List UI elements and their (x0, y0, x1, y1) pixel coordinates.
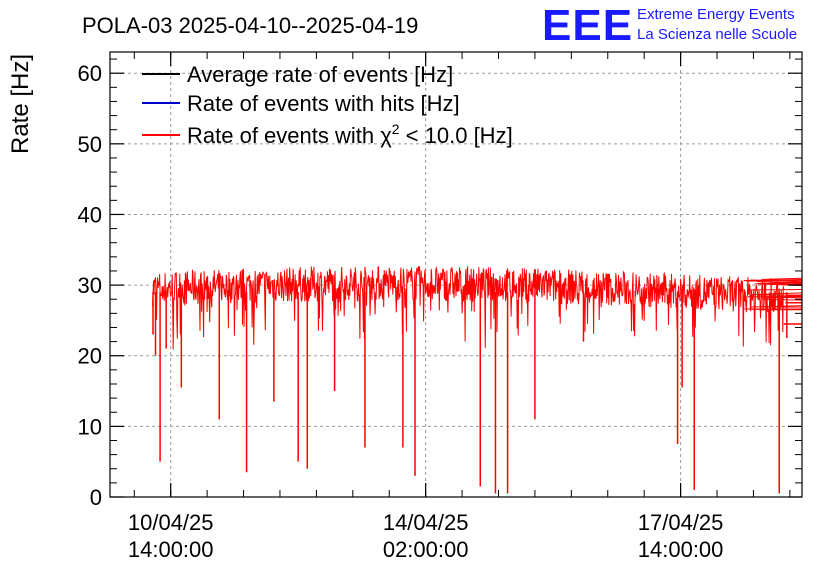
legend-entry: Rate of events with χ2 < 10.0 [Hz] (187, 121, 513, 148)
legend: Average rate of events [Hz] Rate of event… (142, 62, 513, 148)
x-tick-date-label: 10/04/25 (128, 510, 214, 535)
series-tail-line (750, 279, 803, 283)
series-tail-line (763, 277, 803, 280)
series-tail-line (751, 305, 803, 308)
y-axis-label: Rate [Hz] (7, 54, 34, 154)
y-tick-label: 30 (78, 273, 102, 298)
legend-entry: Rate of events with hits [Hz] (187, 91, 460, 116)
y-tick-label: 20 (78, 344, 102, 369)
series-tail-line (747, 296, 803, 299)
x-tick-time-label: 02:00:00 (383, 537, 469, 562)
y-tick-label: 0 (90, 485, 102, 510)
y-tick-label: 60 (78, 61, 102, 86)
axes (109, 51, 803, 498)
series-tail-line (759, 281, 803, 285)
legend-entry: Average rate of events [Hz] (187, 62, 453, 87)
x-tick-time-label: 14:00:00 (128, 537, 214, 562)
x-tick-date-label: 17/04/25 (638, 510, 724, 535)
series-chi2-trace (152, 265, 785, 350)
eee-logo: EEE (542, 1, 633, 50)
brand-line1: Extreme Energy Events (637, 6, 795, 23)
x-tick-time-label: 14:00:00 (638, 537, 724, 562)
series-tail-line (750, 292, 803, 296)
brand-line2: La Scienza nelle Scuole (637, 26, 797, 43)
series-tail-line (762, 298, 803, 301)
series-area (152, 265, 803, 494)
y-tick-label: 10 (78, 414, 102, 439)
tick-labels: 010203040506010/04/2514:00:0014/04/2502:… (78, 61, 724, 562)
y-tick-label: 40 (78, 202, 102, 227)
x-tick-date-label: 14/04/25 (383, 510, 469, 535)
y-tick-label: 50 (78, 132, 102, 157)
plot-frame (109, 51, 803, 498)
chart-title: POLA-03 2025-04-10--2025-04-19 (82, 13, 418, 38)
